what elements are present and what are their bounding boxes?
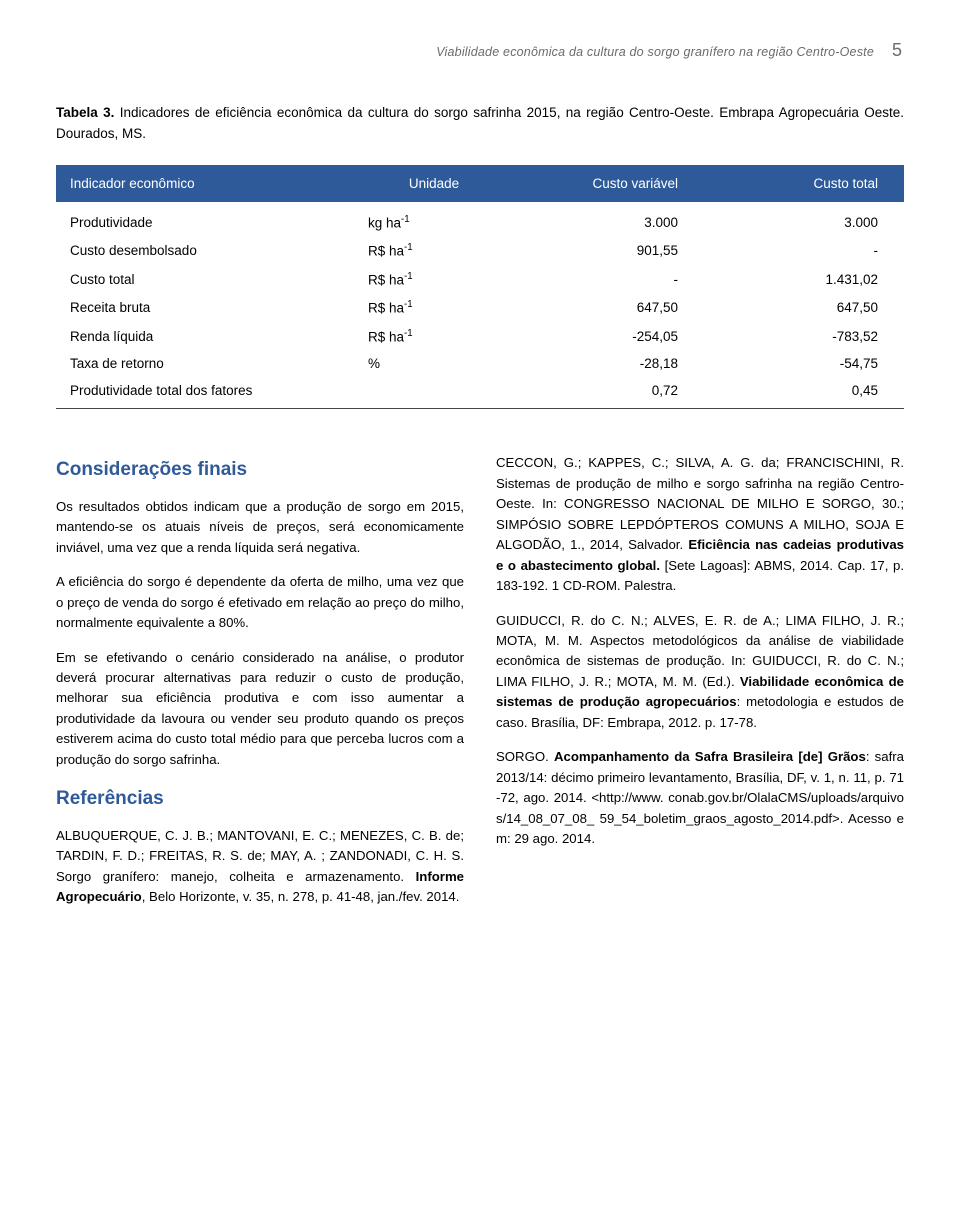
cell-unit: R$ ha-1 xyxy=(364,293,504,322)
table-caption-text: Indicadores de eficiência econômica da c… xyxy=(56,105,904,141)
heading-consideracoes: Considerações finais xyxy=(56,455,464,484)
reference-item: GUIDUCCI, R. do C. N.; ALVES, E. R. de A… xyxy=(496,611,904,734)
cell-tot: 3.000 xyxy=(704,201,904,236)
th-indicator: Indicador econômico xyxy=(56,165,364,201)
table-row: Produtividadekg ha-13.0003.000 xyxy=(56,201,904,236)
cell-unit: % xyxy=(364,350,504,377)
cell-indicator: Receita bruta xyxy=(56,293,364,322)
cell-tot: -54,75 xyxy=(704,350,904,377)
cell-unit xyxy=(364,377,504,409)
cell-unit: kg ha-1 xyxy=(364,201,504,236)
indicators-table: Indicador econômico Unidade Custo variáv… xyxy=(56,165,904,410)
cell-tot: -783,52 xyxy=(704,322,904,351)
cell-indicator: Produtividade xyxy=(56,201,364,236)
th-tot: Custo total xyxy=(704,165,904,201)
table-caption-label: Tabela 3. xyxy=(56,105,114,120)
reference-item: ALBUQUERQUE, C. J. B.; MANTOVANI, E. C.;… xyxy=(56,826,464,908)
references-left: ALBUQUERQUE, C. J. B.; MANTOVANI, E. C.;… xyxy=(56,826,464,908)
cell-indicator: Taxa de retorno xyxy=(56,350,364,377)
cell-indicator: Renda líquida xyxy=(56,322,364,351)
table-row: Custo totalR$ ha-1-1.431,02 xyxy=(56,265,904,294)
cell-indicator: Produtividade total dos fatores xyxy=(56,377,364,409)
two-column-body: Considerações finais Os resultados obtid… xyxy=(56,453,904,921)
running-header: Viabilidade econômica da cultura do sorg… xyxy=(56,40,904,61)
paragraph: Em se efetivando o cenário considerado n… xyxy=(56,648,464,771)
reference-item: CECCON, G.; KAPPES, C.; SILVA, A. G. da;… xyxy=(496,453,904,596)
page-number: 5 xyxy=(892,40,904,61)
table-row: Produtividade total dos fatores 0,720,45 xyxy=(56,377,904,409)
cell-var: - xyxy=(504,265,704,294)
cell-var: 647,50 xyxy=(504,293,704,322)
running-head-text: Viabilidade econômica da cultura do sorg… xyxy=(436,45,874,59)
cell-indicator: Custo desembolsado xyxy=(56,236,364,265)
cell-tot: 647,50 xyxy=(704,293,904,322)
cell-var: 901,55 xyxy=(504,236,704,265)
table-row: Custo desembolsadoR$ ha-1901,55- xyxy=(56,236,904,265)
left-column: Considerações finais Os resultados obtid… xyxy=(56,453,464,921)
table-row: Receita brutaR$ ha-1647,50647,50 xyxy=(56,293,904,322)
cell-var: -254,05 xyxy=(504,322,704,351)
th-var: Custo variável xyxy=(504,165,704,201)
cell-tot: 0,45 xyxy=(704,377,904,409)
heading-referencias: Referências xyxy=(56,784,464,813)
table-body: Produtividadekg ha-13.0003.000Custo dese… xyxy=(56,201,904,409)
cell-var: 0,72 xyxy=(504,377,704,409)
right-column: CECCON, G.; KAPPES, C.; SILVA, A. G. da;… xyxy=(496,453,904,921)
references-right: CECCON, G.; KAPPES, C.; SILVA, A. G. da;… xyxy=(496,453,904,849)
cell-tot: - xyxy=(704,236,904,265)
table-row: Taxa de retorno%-28,18-54,75 xyxy=(56,350,904,377)
cell-unit: R$ ha-1 xyxy=(364,265,504,294)
table-header-row: Indicador econômico Unidade Custo variáv… xyxy=(56,165,904,201)
cell-var: -28,18 xyxy=(504,350,704,377)
cell-var: 3.000 xyxy=(504,201,704,236)
cell-tot: 1.431,02 xyxy=(704,265,904,294)
cell-unit: R$ ha-1 xyxy=(364,236,504,265)
th-unit: Unidade xyxy=(364,165,504,201)
table-row: Renda líquidaR$ ha-1-254,05-783,52 xyxy=(56,322,904,351)
cell-unit: R$ ha-1 xyxy=(364,322,504,351)
reference-item: SORGO. Acompanhamento da Safra Brasileir… xyxy=(496,747,904,849)
paragraph: Os resultados obtidos indicam que a prod… xyxy=(56,497,464,558)
paragraph: A eficiência do sorgo é dependente da of… xyxy=(56,572,464,633)
table-caption: Tabela 3. Indicadores de eficiência econ… xyxy=(56,103,904,145)
cell-indicator: Custo total xyxy=(56,265,364,294)
